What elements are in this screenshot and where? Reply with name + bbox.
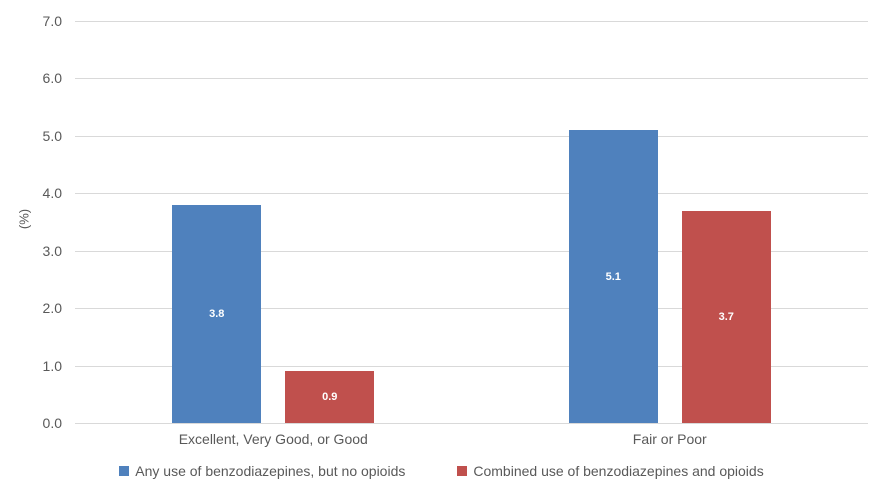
y-tick-label: 2.0 (42, 300, 62, 317)
legend-swatch-icon (119, 466, 130, 476)
bar-value-label: 0.9 (322, 391, 338, 404)
legend-label: Combined use of benzodiazepines and opio… (473, 463, 764, 479)
y-gridline (75, 308, 868, 310)
y-tick-label: 3.0 (42, 242, 62, 259)
bar-value-label: 5.1 (605, 270, 621, 283)
y-tick-label: 5.0 (42, 127, 62, 144)
bar-value-label: 3.7 (718, 310, 734, 323)
legend-label: Any use of benzodiazepines, but no opioi… (135, 463, 406, 479)
legend-item: Any use of benzodiazepines, but no opioi… (119, 463, 405, 479)
bar-series2-cat2: 3.7 (681, 210, 771, 423)
y-gridline (75, 21, 868, 22)
legend-swatch-icon (457, 466, 468, 476)
y-gridline (75, 135, 868, 137)
y-tick-label: 7.0 (42, 13, 62, 29)
x-category-label: Fair or Poor (632, 431, 707, 447)
plot-area: 3.8 0.9 5.1 3.7 (75, 21, 868, 424)
x-axis-line (75, 423, 868, 424)
y-gridline (75, 193, 868, 195)
y-gridline (75, 78, 868, 80)
bar-series1-cat1: 3.8 (172, 204, 262, 423)
bar-series1-cat2: 5.1 (568, 130, 658, 423)
y-axis-title: (%) (16, 208, 32, 230)
bar-value-label: 3.8 (209, 307, 225, 320)
y-tick-label: 1.0 (42, 357, 62, 374)
y-gridline (75, 250, 868, 252)
y-gridline (75, 365, 868, 367)
legend-item: Combined use of benzodiazepines and opio… (457, 463, 764, 479)
y-tick-label: 6.0 (42, 70, 62, 87)
x-category-label: Excellent, Very Good, or Good (178, 431, 368, 447)
y-tick-label: 0.0 (42, 415, 62, 431)
bar-series2-cat1: 0.9 (285, 371, 375, 423)
legend: Any use of benzodiazepines, but no opioi… (0, 463, 883, 479)
y-tick-label: 4.0 (42, 185, 62, 202)
